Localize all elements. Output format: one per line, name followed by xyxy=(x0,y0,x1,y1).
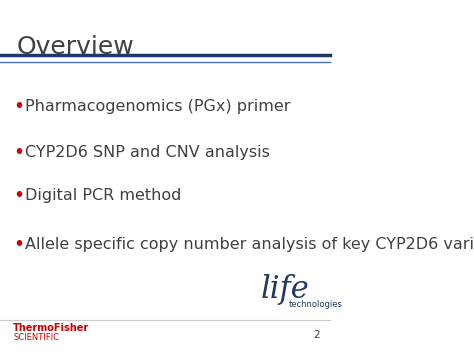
Text: SCIENTIFIC: SCIENTIFIC xyxy=(13,333,59,343)
Text: ThermoFisher: ThermoFisher xyxy=(13,323,90,333)
Text: life: life xyxy=(261,274,310,305)
Text: technologies: technologies xyxy=(289,300,343,309)
Text: Digital PCR method: Digital PCR method xyxy=(25,188,181,203)
Text: CYP2D6 SNP and CNV analysis: CYP2D6 SNP and CNV analysis xyxy=(25,145,270,160)
Text: 2: 2 xyxy=(314,331,320,340)
Text: Overview: Overview xyxy=(17,36,134,60)
Text: •: • xyxy=(13,97,24,116)
Text: Pharmacogenomics (PGx) primer: Pharmacogenomics (PGx) primer xyxy=(25,99,290,114)
Text: •: • xyxy=(13,186,24,205)
Text: •: • xyxy=(13,235,24,255)
Text: Allele specific copy number analysis of key CYP2D6 variants: Allele specific copy number analysis of … xyxy=(25,237,474,252)
Text: •: • xyxy=(13,143,24,162)
